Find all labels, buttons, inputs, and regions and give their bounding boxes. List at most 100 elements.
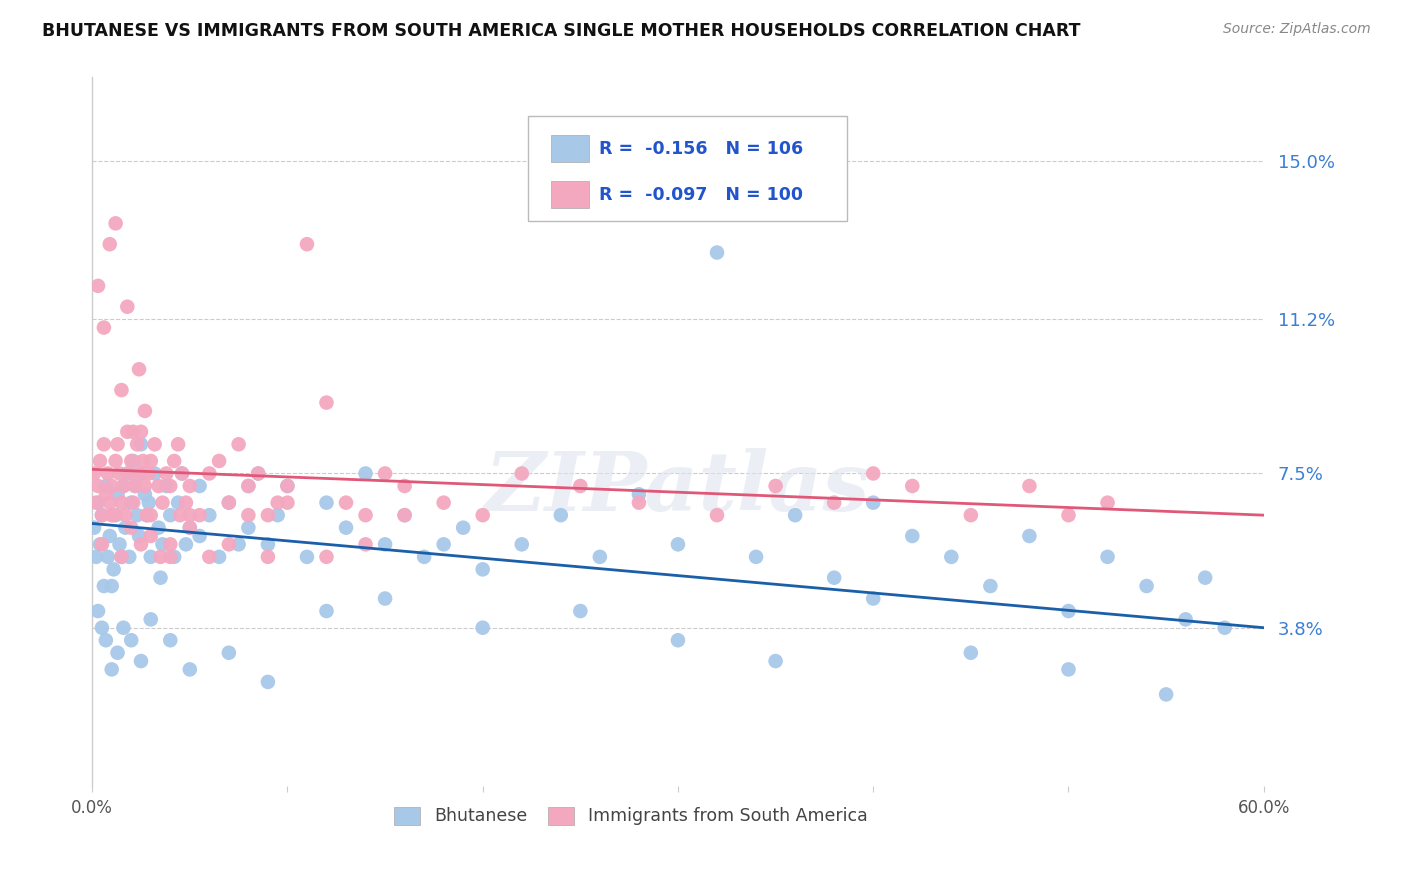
Point xyxy=(129,654,152,668)
Point xyxy=(163,549,186,564)
Point xyxy=(471,621,494,635)
Point xyxy=(103,508,125,523)
Point xyxy=(118,467,141,481)
Point xyxy=(159,479,181,493)
Legend: Bhutanese, Immigrants from South America: Bhutanese, Immigrants from South America xyxy=(385,798,876,834)
Point xyxy=(93,320,115,334)
Point xyxy=(354,537,377,551)
Point xyxy=(374,467,396,481)
Point xyxy=(208,549,231,564)
Point xyxy=(139,549,162,564)
Point xyxy=(129,437,152,451)
Point xyxy=(188,508,211,523)
Point xyxy=(218,496,240,510)
Point xyxy=(627,487,650,501)
Point xyxy=(87,604,110,618)
Point xyxy=(108,467,131,481)
Point xyxy=(110,496,132,510)
Point xyxy=(83,521,105,535)
Point xyxy=(257,549,280,564)
Point xyxy=(569,604,592,618)
Point xyxy=(745,549,768,564)
Point xyxy=(433,537,456,551)
Point xyxy=(93,579,115,593)
Point xyxy=(174,537,197,551)
Point xyxy=(1194,571,1216,585)
Point xyxy=(471,508,494,523)
Point xyxy=(901,529,924,543)
Point xyxy=(155,467,177,481)
Point xyxy=(112,621,135,635)
Point xyxy=(374,537,396,551)
Point xyxy=(257,537,280,551)
Point xyxy=(143,467,166,481)
Point xyxy=(104,216,127,230)
Point xyxy=(129,537,152,551)
Point xyxy=(124,479,146,493)
Point xyxy=(159,508,181,523)
Point xyxy=(247,467,270,481)
Point xyxy=(1097,496,1119,510)
Point xyxy=(91,508,114,523)
Point xyxy=(174,496,197,510)
Point xyxy=(132,454,155,468)
Point xyxy=(167,437,190,451)
Point xyxy=(354,467,377,481)
Point xyxy=(134,404,156,418)
Text: BHUTANESE VS IMMIGRANTS FROM SOUTH AMERICA SINGLE MOTHER HOUSEHOLDS CORRELATION : BHUTANESE VS IMMIGRANTS FROM SOUTH AMERI… xyxy=(42,22,1081,40)
Point xyxy=(91,508,114,523)
Point xyxy=(510,467,533,481)
Point xyxy=(170,467,193,481)
Point xyxy=(139,454,162,468)
Point xyxy=(1057,662,1080,676)
Point xyxy=(127,508,149,523)
Point xyxy=(159,549,181,564)
Point xyxy=(143,437,166,451)
Point xyxy=(208,454,231,468)
Point xyxy=(94,479,117,493)
Point xyxy=(112,479,135,493)
Point xyxy=(148,479,170,493)
Point xyxy=(179,662,201,676)
Point xyxy=(179,521,201,535)
Point xyxy=(823,496,845,510)
Point xyxy=(179,479,201,493)
Point xyxy=(97,467,120,481)
Point xyxy=(188,479,211,493)
Point xyxy=(198,467,221,481)
Point xyxy=(118,549,141,564)
Point xyxy=(135,508,157,523)
Point xyxy=(120,454,142,468)
Point xyxy=(1097,549,1119,564)
Point xyxy=(1154,687,1177,701)
Point xyxy=(94,487,117,501)
Point xyxy=(218,537,240,551)
Point xyxy=(84,549,107,564)
Point xyxy=(91,537,114,551)
Point xyxy=(394,508,416,523)
Point xyxy=(276,479,298,493)
Point xyxy=(266,496,288,510)
Point xyxy=(127,437,149,451)
Point xyxy=(315,395,337,409)
Point xyxy=(159,633,181,648)
Point xyxy=(188,529,211,543)
Point xyxy=(128,529,150,543)
Point xyxy=(238,508,260,523)
Point xyxy=(167,496,190,510)
Point xyxy=(128,467,150,481)
Point xyxy=(823,571,845,585)
Point xyxy=(960,646,983,660)
Point xyxy=(169,508,191,523)
Point xyxy=(785,508,807,523)
Point xyxy=(120,521,142,535)
Point xyxy=(315,496,337,510)
Point xyxy=(134,479,156,493)
Text: R =  -0.097   N = 100: R = -0.097 N = 100 xyxy=(599,186,803,204)
Point xyxy=(117,467,139,481)
Point xyxy=(100,579,122,593)
Point xyxy=(87,278,110,293)
Point xyxy=(98,496,121,510)
Point xyxy=(129,425,152,439)
Point xyxy=(276,496,298,510)
